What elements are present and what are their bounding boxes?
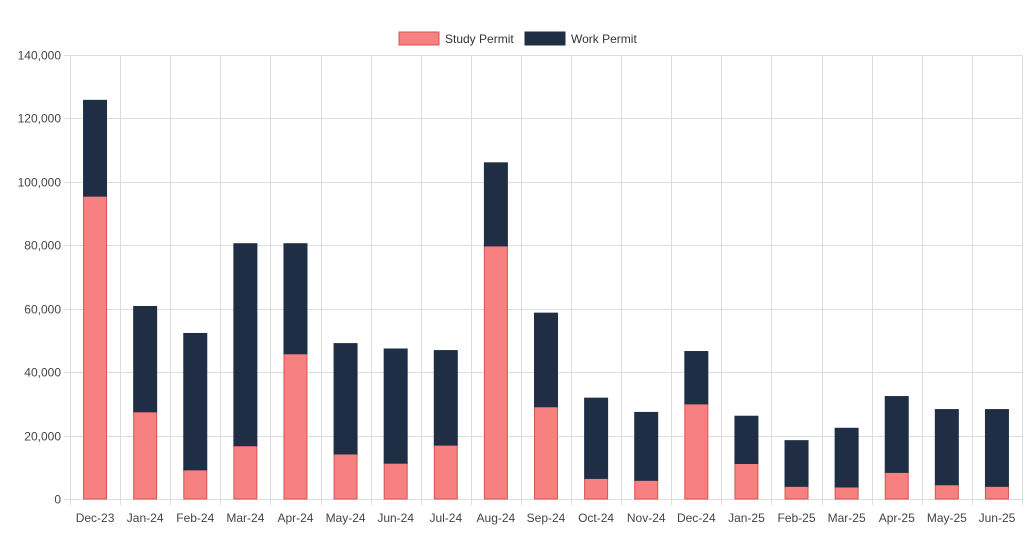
x-tick-label: Dec-24 bbox=[677, 511, 716, 525]
bar-study-permit[interactable] bbox=[734, 462, 759, 500]
bar-study-permit[interactable] bbox=[83, 195, 108, 500]
bar-study-permit[interactable] bbox=[483, 245, 508, 500]
bar-study-permit[interactable] bbox=[183, 469, 208, 500]
bar-work-permit[interactable] bbox=[684, 351, 709, 405]
x-tick-label: Feb-24 bbox=[176, 511, 214, 525]
bar-study-permit[interactable] bbox=[333, 453, 358, 500]
bar-study-permit[interactable] bbox=[383, 462, 408, 500]
bar-work-permit[interactable] bbox=[433, 350, 458, 446]
y-tick-label: 20,000 bbox=[24, 430, 61, 444]
y-tick-label: 120,000 bbox=[18, 112, 62, 126]
bar-study-permit[interactable] bbox=[884, 471, 909, 500]
bar-study-permit[interactable] bbox=[684, 403, 709, 500]
x-tick-label: May-25 bbox=[927, 511, 967, 525]
y-tick-label: 0 bbox=[54, 493, 61, 507]
x-tick-label: Aug-24 bbox=[477, 511, 516, 525]
legend: Study Permit Work Permit bbox=[398, 31, 637, 46]
y-tick-label: 60,000 bbox=[24, 303, 61, 317]
x-tick-label: Oct-24 bbox=[578, 511, 614, 525]
x-tick-label: May-24 bbox=[326, 511, 366, 525]
bar-work-permit[interactable] bbox=[634, 411, 659, 481]
legend-label: Work Permit bbox=[571, 32, 637, 46]
bars bbox=[83, 99, 1009, 500]
x-tick-label: Jan-25 bbox=[728, 511, 765, 525]
x-tick-label: Dec-23 bbox=[76, 511, 115, 525]
grid-lines bbox=[64, 55, 1023, 505]
bar-work-permit[interactable] bbox=[984, 409, 1009, 487]
x-tick-label: Feb-25 bbox=[778, 511, 816, 525]
bar-study-permit[interactable] bbox=[784, 485, 809, 500]
x-tick-label: Jul-24 bbox=[429, 511, 462, 525]
bar-work-permit[interactable] bbox=[183, 332, 208, 471]
axes: 0 20,000 40,000 60,000 80,000 100,000 120,000 1… bbox=[18, 49, 1016, 526]
legend-label: Study Permit bbox=[445, 32, 514, 46]
bar-work-permit[interactable] bbox=[283, 243, 308, 355]
bar-study-permit[interactable] bbox=[133, 411, 158, 500]
bar-work-permit[interactable] bbox=[734, 415, 759, 464]
y-tick-label: 40,000 bbox=[24, 366, 61, 380]
bar-study-permit[interactable] bbox=[584, 477, 609, 500]
bar-work-permit[interactable] bbox=[333, 343, 358, 455]
x-tick-label: Mar-24 bbox=[226, 511, 264, 525]
legend-item-work-permit[interactable]: Work Permit bbox=[524, 31, 637, 46]
x-tick-label: Sep-24 bbox=[527, 511, 566, 525]
bar-work-permit[interactable] bbox=[534, 312, 558, 408]
bar-study-permit[interactable] bbox=[834, 486, 859, 500]
bar-study-permit[interactable] bbox=[283, 353, 308, 500]
bar-work-permit[interactable] bbox=[233, 243, 258, 447]
x-tick-label: Apr-25 bbox=[879, 511, 915, 525]
legend-item-study-permit[interactable]: Study Permit bbox=[398, 31, 514, 46]
x-tick-label: Mar-25 bbox=[828, 511, 866, 525]
y-tick-label: 100,000 bbox=[18, 176, 62, 190]
bar-work-permit[interactable] bbox=[383, 348, 408, 464]
bar-work-permit[interactable] bbox=[934, 409, 959, 486]
bar-work-permit[interactable] bbox=[83, 99, 108, 197]
legend-swatch bbox=[524, 31, 566, 46]
bar-work-permit[interactable] bbox=[483, 162, 508, 247]
bar-work-permit[interactable] bbox=[884, 396, 909, 473]
x-tick-label: Apr-24 bbox=[277, 511, 313, 525]
x-tick-label: Jun-24 bbox=[377, 511, 414, 525]
bar-study-permit[interactable] bbox=[433, 444, 458, 500]
bar-work-permit[interactable] bbox=[584, 397, 609, 479]
y-tick-label: 140,000 bbox=[18, 49, 62, 63]
bar-study-permit[interactable] bbox=[984, 485, 1009, 500]
x-tick-label: Jun-25 bbox=[979, 511, 1016, 525]
y-tick-label: 80,000 bbox=[24, 239, 61, 253]
bar-work-permit[interactable] bbox=[834, 427, 859, 488]
bar-work-permit[interactable] bbox=[784, 440, 809, 487]
bar-study-permit[interactable] bbox=[233, 445, 258, 500]
bar-study-permit[interactable] bbox=[934, 484, 959, 500]
x-tick-label: Jan-24 bbox=[127, 511, 164, 525]
x-tick-label: Nov-24 bbox=[627, 511, 666, 525]
legend-swatch bbox=[398, 31, 440, 46]
bar-study-permit[interactable] bbox=[534, 406, 558, 500]
bar-study-permit[interactable] bbox=[634, 479, 659, 500]
bar-work-permit[interactable] bbox=[133, 305, 158, 413]
